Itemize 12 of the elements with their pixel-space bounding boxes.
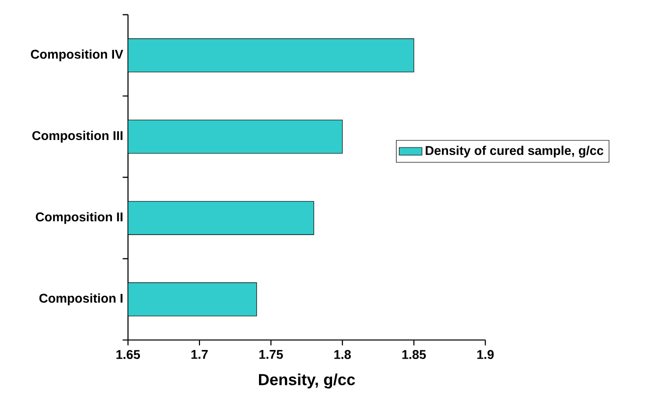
x-tick-label: 1.8 [334,350,351,360]
x-axis-title: Density, g/cc [258,374,355,388]
x-tick-label: 1.75 [259,350,283,359]
y-tick-label: Composition III [32,130,122,143]
x-tick-label: 1.9 [477,350,494,360]
y-tick-label: Composition I [39,293,122,306]
x-tick-label: 1.65 [116,350,140,360]
legend-label: Density of cured sample, g/cc [426,146,604,158]
x-tick-label: 1.85 [402,350,426,360]
y-tick-label: Composition IV [30,49,124,62]
y-tick-label: Composition II [36,212,122,224]
x-tick-label: 1.7 [191,350,208,359]
